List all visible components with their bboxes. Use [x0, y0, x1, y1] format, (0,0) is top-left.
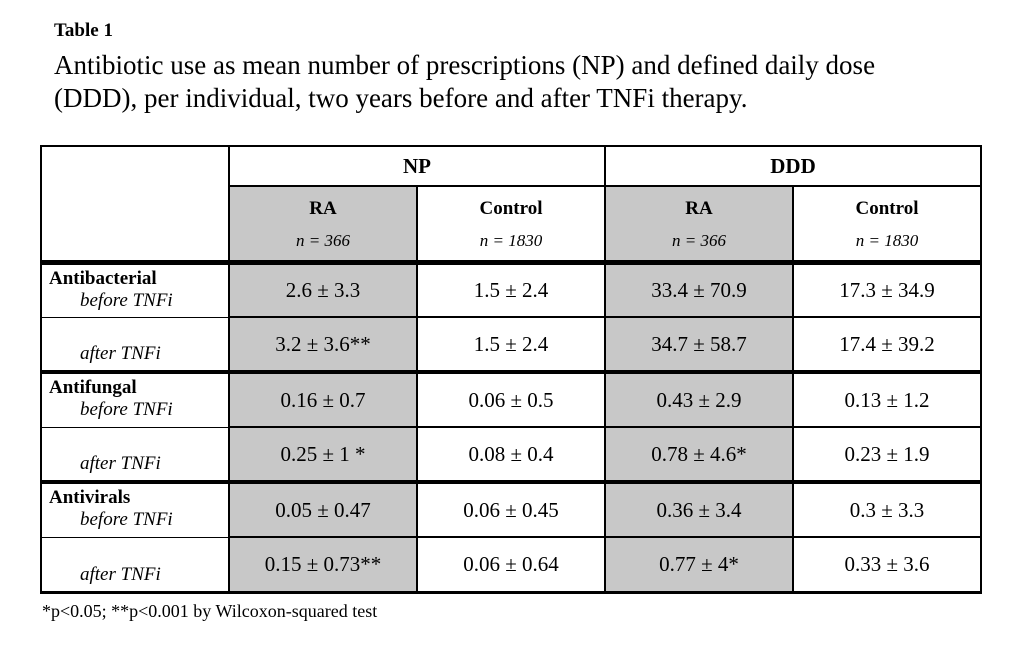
row-label-cell: Antibacterial before TNFi	[40, 260, 230, 318]
value-cell: 0.36 ± 3.4	[604, 480, 794, 539]
value-cell: 0.16 ± 0.7	[228, 370, 418, 429]
value-cell: 0.13 ± 1.2	[792, 370, 982, 429]
value-cell: 0.08 ± 0.4	[416, 426, 606, 484]
row-label-cell: Antifungal before TNFi	[40, 370, 230, 428]
value-cell: 3.2 ± 3.6**	[228, 316, 418, 374]
column-label: Control	[855, 197, 919, 219]
column-sample-size: n = 366	[672, 230, 726, 250]
column-header-ddd-ra: RA n = 366	[604, 185, 794, 265]
value-cell: 17.4 ± 39.2	[792, 316, 982, 374]
period-label: after TNFi	[80, 453, 161, 475]
corner-cell	[40, 145, 230, 265]
table-row-antibacterial-before: Antibacterial before TNFi 2.6 ± 3.3 1.5 …	[40, 260, 982, 319]
value-cell: 0.06 ± 0.64	[416, 536, 606, 594]
row-label-cell: after TNFi	[40, 426, 230, 483]
column-label: Control	[479, 197, 543, 219]
column-sample-size: n = 1830	[855, 230, 919, 250]
table-number-label: Table 1	[54, 20, 113, 41]
period-label: before TNFi	[80, 509, 173, 531]
column-group-header-row: NP DDD	[40, 145, 982, 265]
spacer	[40, 115, 1017, 145]
period-label: after TNFi	[80, 343, 161, 365]
column-sample-size: n = 1830	[479, 230, 543, 250]
value-cell: 17.3 ± 34.9	[792, 260, 982, 319]
category-name: Antibacterial	[49, 267, 157, 289]
column-sample-size: n = 366	[296, 230, 350, 250]
table-row-antifungal-before: Antifungal before TNFi 0.16 ± 0.7 0.06 ±…	[40, 370, 982, 429]
column-header-np-control: Control n = 1830	[416, 185, 606, 265]
value-cell: 0.05 ± 0.47	[228, 480, 418, 539]
title-block: Table 1 Antibiotic use as mean number of…	[54, 20, 1017, 115]
footnote: *p<0.05; **p<0.001 by Wilcoxon-squared t…	[42, 600, 378, 621]
column-group-np: NP	[228, 145, 606, 188]
table-row-antibacterial-after: after TNFi 3.2 ± 3.6** 1.5 ± 2.4 34.7 ± …	[40, 316, 982, 374]
category-name: Antivirals	[49, 487, 131, 509]
value-cell: 0.33 ± 3.6	[792, 536, 982, 594]
table-row-antivirals-before: Antivirals before TNFi 0.05 ± 0.47 0.06 …	[40, 480, 982, 539]
period-label: before TNFi	[80, 399, 173, 421]
value-cell: 0.15 ± 0.73**	[228, 536, 418, 594]
period-label: after TNFi	[80, 563, 161, 585]
value-cell: 0.25 ± 1 *	[228, 426, 418, 484]
column-header-row: RA n = 366 Control n = 1830 RA n = 366 C…	[41, 185, 982, 265]
category-name: Antifungal	[49, 377, 137, 399]
value-cell: 0.77 ± 4*	[604, 536, 794, 594]
table-row-antivirals-after: after TNFi 0.15 ± 0.73** 0.06 ± 0.64 0.7…	[40, 536, 982, 594]
value-cell: 1.5 ± 2.4	[416, 260, 606, 319]
value-cell: 1.5 ± 2.4	[416, 316, 606, 374]
period-label: before TNFi	[80, 289, 173, 311]
column-header-np-ra: RA n = 366	[228, 185, 418, 265]
value-cell: 0.3 ± 3.3	[792, 480, 982, 539]
value-cell: 0.78 ± 4.6*	[604, 426, 794, 484]
table-caption: Antibiotic use as mean number of prescri…	[54, 49, 1017, 115]
value-cell: 0.06 ± 0.5	[416, 370, 606, 429]
row-label-cell: after TNFi	[40, 316, 230, 373]
caption-line-2: (DDD), per individual, two years before …	[54, 83, 748, 113]
caption-line-1: Antibiotic use as mean number of prescri…	[54, 49, 876, 80]
column-group-ddd: DDD	[604, 145, 982, 188]
value-cell: 2.6 ± 3.3	[228, 260, 418, 319]
antibiotic-use-table: NP DDD RA n = 366 Control n = 1830 RA n …	[40, 145, 982, 594]
value-cell: 0.06 ± 0.45	[416, 480, 606, 539]
value-cell: 34.7 ± 58.7	[604, 316, 794, 374]
column-label: RA	[685, 197, 713, 219]
document-page: Table 1 Antibiotic use as mean number of…	[40, 20, 1017, 621]
row-label-cell: Antivirals before TNFi	[40, 480, 230, 538]
value-cell: 33.4 ± 70.9	[604, 260, 794, 319]
table-row-antifungal-after: after TNFi 0.25 ± 1 * 0.08 ± 0.4 0.78 ± …	[40, 426, 982, 484]
row-label-cell: after TNFi	[40, 536, 230, 594]
column-label: RA	[309, 197, 337, 219]
value-cell: 0.23 ± 1.9	[792, 426, 982, 484]
value-cell: 0.43 ± 2.9	[604, 370, 794, 429]
column-header-ddd-control: Control n = 1830	[792, 185, 982, 265]
